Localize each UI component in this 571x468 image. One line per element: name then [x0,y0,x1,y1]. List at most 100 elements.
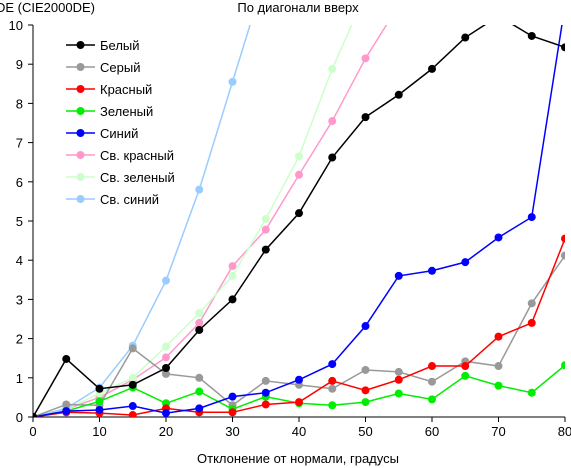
data-point [394,271,403,280]
data-point [128,402,137,411]
data-point [527,299,536,308]
y-tick-label: 0 [16,410,23,425]
legend-label: Красный [100,82,152,97]
data-point [95,405,104,414]
data-point [128,373,137,382]
data-point [228,408,237,417]
data-point [228,271,237,280]
data-point [261,388,270,397]
data-point [195,309,204,318]
data-point [527,213,536,222]
data-point [128,411,137,417]
y-tick-label: 8 [16,96,23,111]
x-tick-label: 50 [358,424,372,439]
data-point [428,64,436,73]
data-point [128,380,137,389]
legend-marker [76,107,85,115]
series-5 [33,1,569,417]
data-point [195,325,204,334]
data-point [62,354,71,363]
series-2 [33,251,565,417]
data-point [195,387,204,396]
data-point [394,90,403,99]
data-point [394,367,403,376]
data-point [162,353,170,362]
data-point [295,375,303,384]
data-point [495,12,503,20]
series-line [33,25,353,417]
x-tick-label: 20 [159,424,173,439]
legend-marker [76,129,85,137]
y-tick-label: 1 [16,371,23,386]
legend-label: Синий [100,126,138,141]
series-6 [33,1,403,417]
data-point [195,404,204,413]
data-point [428,377,436,386]
data-point [527,318,536,327]
series-layer [33,1,569,417]
legend-marker [76,151,85,159]
data-point [195,318,204,327]
x-tick-label: 70 [491,424,505,439]
x-tick-label: 40 [292,424,306,439]
data-point [494,233,503,242]
data-point [328,376,337,385]
data-point [361,386,370,395]
data-point [328,360,337,369]
legend-marker [76,63,85,71]
data-point [162,369,170,378]
x-tick-label: 60 [425,424,439,439]
legend-item: Белый [66,38,140,53]
data-point [461,371,470,380]
data-point [328,117,337,126]
data-point [162,409,170,417]
data-point [261,376,270,385]
data-point [128,344,137,353]
x-tick-label: 30 [225,424,239,439]
x-tick-label: 0 [29,424,36,439]
data-point [195,373,204,382]
data-point [228,262,237,271]
data-point [162,364,170,372]
legend-label: Св. синий [100,192,159,207]
data-point [228,392,237,401]
data-point [561,251,565,260]
data-point [361,322,370,331]
y-tick-label: 4 [16,253,23,268]
data-point [295,170,303,179]
x-axis-title: Отклонение от нормали, градусы [197,451,399,466]
data-point [361,398,370,407]
data-point [561,234,565,243]
data-point [162,342,170,351]
data-point [328,153,337,162]
data-point [295,152,303,161]
legend-marker [76,173,85,181]
y-axis-title: DE (CIE2000DE) [0,0,95,15]
data-point [428,362,436,371]
data-point [261,215,270,224]
legend-label: Серый [100,60,140,75]
data-point [328,384,337,393]
data-point [228,295,237,304]
data-point [494,332,503,341]
data-point [561,361,565,370]
legend-item: Св. красный [66,148,174,163]
data-point [195,185,204,194]
x-tick-label: 10 [92,424,106,439]
legend: Белый Серый Красный Зеленый Синий Св. красный… [66,38,175,207]
legend-item: Серый [66,60,140,75]
data-point [527,31,536,40]
legend-label: Зеленый [100,104,153,119]
data-point [361,365,370,374]
series-line [33,255,565,417]
data-point [33,413,37,417]
x-tick-label: 80 [558,424,571,439]
axes: 0 10 20 30 40 50 60 70 80 0 1 2 3 4 5 6 7 8 9 10 [9,18,571,439]
data-point [62,407,71,416]
data-point [395,1,403,9]
data-point [461,33,470,42]
data-point [261,225,270,234]
series-1 [33,12,565,417]
data-point [561,1,569,9]
